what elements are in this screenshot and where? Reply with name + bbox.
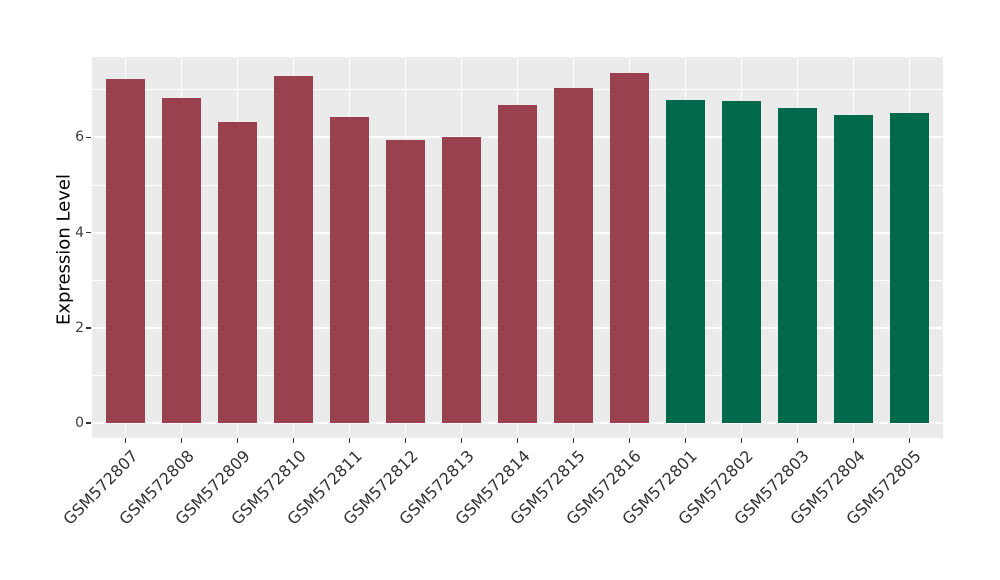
y-tick-label: 4: [75, 224, 84, 241]
x-tick-mark: [628, 438, 631, 443]
x-tick-mark: [404, 438, 407, 443]
y-tick-label: 2: [75, 319, 84, 336]
plot-panel: [92, 57, 943, 438]
y-tick-mark: [86, 231, 91, 234]
x-tick-mark: [236, 438, 239, 443]
x-tick-mark: [908, 438, 911, 443]
x-tick-mark: [684, 438, 687, 443]
bar-GSM572807: [105, 79, 146, 423]
x-tick-mark: [516, 438, 519, 443]
x-tick-mark: [852, 438, 855, 443]
x-tick-mark: [740, 438, 743, 443]
x-tick-mark: [180, 438, 183, 443]
x-tick-mark: [460, 438, 463, 443]
bar-GSM572808: [161, 97, 202, 423]
bar-GSM572803: [777, 107, 818, 423]
bar-GSM572809: [217, 122, 258, 423]
y-tick-mark: [86, 136, 91, 139]
y-tick-mark: [86, 422, 91, 424]
bar-GSM572814: [497, 105, 538, 423]
bar-GSM572804: [833, 115, 873, 423]
x-tick-mark: [348, 438, 351, 443]
x-tick-mark: [572, 438, 575, 443]
x-tick-mark: [124, 438, 127, 443]
y-tick-mark: [86, 327, 91, 329]
bar-GSM572801: [665, 99, 706, 423]
bar-GSM572815: [553, 87, 594, 423]
bar-GSM572813: [441, 136, 482, 423]
bar-GSM572802: [721, 100, 762, 423]
y-axis-title: Expression Level: [53, 174, 75, 325]
bar-GSM572810: [273, 75, 314, 423]
y-tick-label: 6: [75, 129, 84, 146]
bar-GSM572812: [385, 139, 426, 423]
bar-GSM572811: [329, 117, 370, 423]
x-tick-mark: [796, 438, 799, 443]
y-tick-label: 0: [75, 415, 84, 431]
x-tick-mark: [292, 438, 295, 443]
bar-GSM572805: [889, 112, 929, 423]
bar-GSM572816: [609, 73, 650, 423]
